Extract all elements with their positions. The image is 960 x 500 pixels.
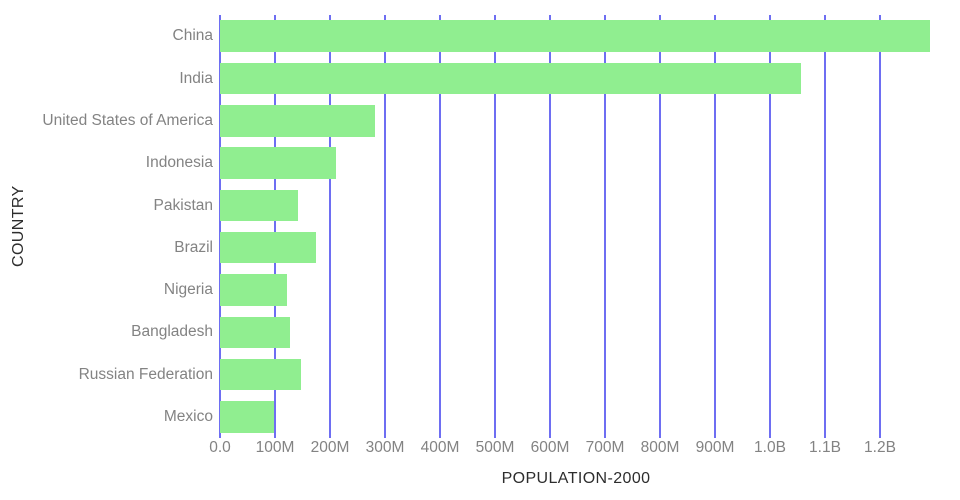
gridline (549, 15, 551, 438)
y-tick-label: United States of America (42, 111, 213, 129)
gridline (659, 15, 661, 438)
bar (220, 20, 930, 52)
gridline (714, 15, 716, 438)
gridline (219, 15, 221, 438)
y-tick-label: Mexico (163, 408, 213, 426)
plot-area (219, 15, 950, 438)
x-tick-label: 300M (365, 439, 405, 456)
bar (220, 274, 288, 306)
bar (220, 62, 802, 95)
x-tick-label: 400M (420, 439, 460, 456)
x-tick-label: 900M (695, 439, 735, 456)
x-tick-label: 500M (475, 439, 515, 456)
y-tick-label: Pakistan (153, 196, 213, 214)
y-tick-label: India (179, 69, 213, 87)
bar (220, 189, 299, 222)
gridline (439, 15, 441, 438)
x-axis-tick-labels: 0.0 100M 200M 300M 400M 500M 600M 700M 800M 900M 1… (209, 439, 950, 457)
y-tick-label: Bangladesh (131, 323, 213, 341)
x-tick-label: 200M (310, 439, 350, 456)
bar (220, 231, 317, 264)
y-tick-label: Brazil (174, 238, 213, 256)
gridline (769, 15, 771, 438)
bar (220, 147, 337, 179)
y-tick-label: Indonesia (145, 154, 213, 172)
gridline (604, 15, 606, 438)
x-tick-label: 1.0B (754, 439, 786, 456)
x-tick-label: 1.1B (809, 439, 841, 456)
y-tick-label: China (172, 27, 214, 45)
x-axis-title: POPULATION-2000 (501, 470, 651, 487)
gridline (494, 15, 496, 438)
gridline (824, 15, 826, 438)
bar (220, 316, 291, 348)
y-tick-label: Nigeria (163, 281, 213, 299)
x-tick-label: 100M (255, 439, 295, 456)
gridline (384, 15, 386, 438)
gridline (274, 15, 276, 438)
x-tick-label: 600M (530, 439, 570, 456)
bar (220, 105, 375, 137)
gridline (879, 15, 881, 438)
bar (220, 401, 275, 433)
x-tick-label: 1.2B (864, 439, 896, 456)
x-tick-label: 0.0 (209, 439, 231, 456)
x-tick-label: 700M (585, 439, 625, 456)
x-tick-label: 800M (640, 439, 680, 456)
y-axis-tick-labels: China India United States of America Indone… (0, 15, 213, 438)
gridline (329, 15, 331, 438)
bar (220, 358, 301, 391)
y-tick-label: Russian Federation (78, 365, 213, 383)
